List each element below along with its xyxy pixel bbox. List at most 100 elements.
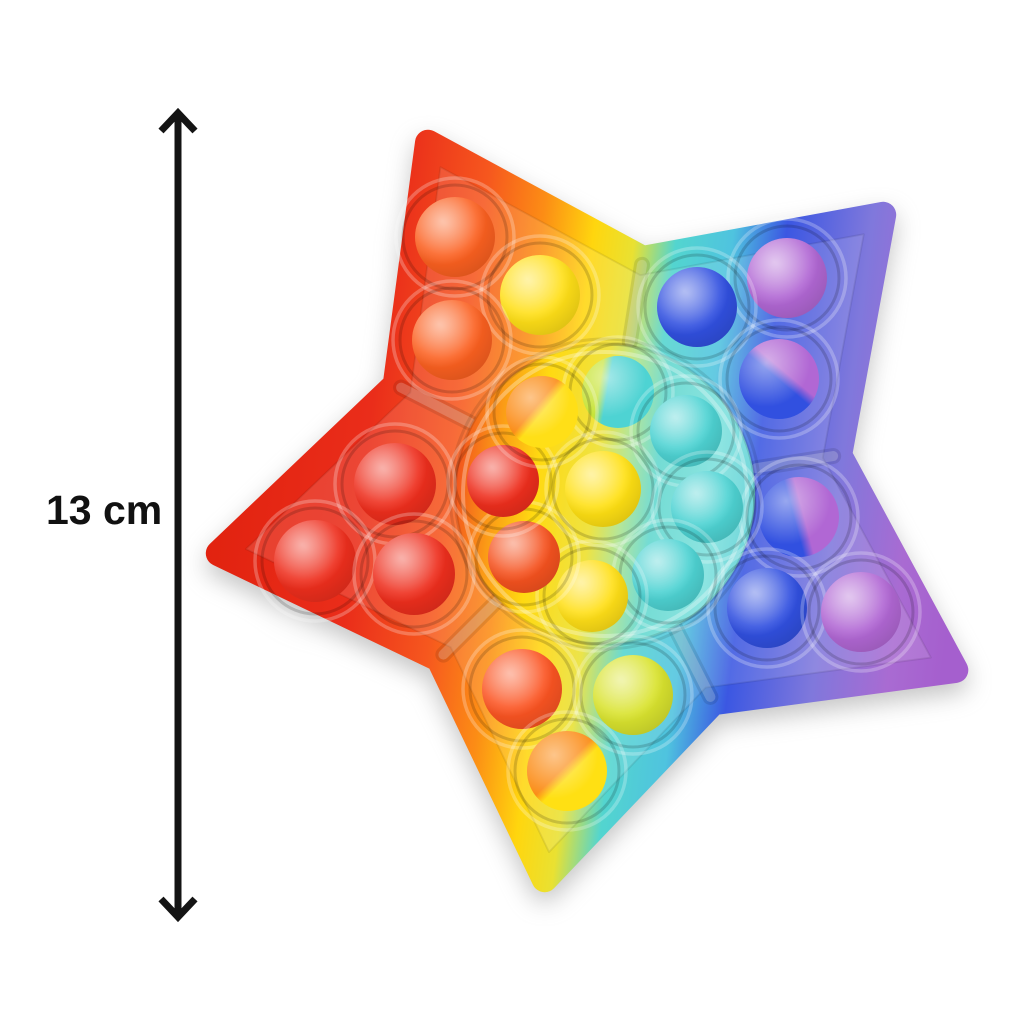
bubble-socket: [643, 253, 751, 361]
bubble-socket-ridge: [572, 634, 694, 756]
pop-bubble: [629, 374, 743, 488]
pop-bubble: [561, 335, 675, 449]
pop-bubble: [467, 500, 581, 614]
bubble-dome-highlight: [747, 238, 827, 318]
bubble-dome-highlight: [821, 572, 901, 652]
arrow-head-up: [158, 107, 198, 134]
bubble-socket: [492, 362, 592, 462]
bubble-socket: [468, 635, 576, 743]
bubble-socket: [745, 463, 853, 571]
bubble-dome-highlight: [739, 339, 819, 419]
bubble-socket: [657, 457, 757, 557]
pop-bubble: [706, 547, 828, 669]
bubble-socket: [542, 546, 642, 646]
bubble-socket-ridge: [461, 628, 583, 750]
pop-bubble: [544, 430, 662, 548]
measurement-arrow: [158, 107, 198, 923]
pop-bubble: [800, 551, 922, 673]
bubble-socket: [486, 241, 594, 349]
bubble-socket-ridge: [726, 217, 848, 339]
divider-ridge: [393, 379, 479, 431]
bubble-socket-ridge: [352, 512, 476, 636]
bubble-socket-ridge: [391, 279, 513, 401]
bubble-dome-highlight: [274, 520, 356, 602]
pop-bubble: [572, 634, 694, 756]
divider-ridge: [667, 619, 719, 705]
bubble-socket-ridge: [544, 430, 662, 548]
bubble-socket: [733, 224, 841, 332]
bubble-socket: [551, 437, 655, 541]
bubble-socket-ridge: [535, 539, 649, 653]
bubble-socket-ridge: [650, 450, 764, 564]
bubble-dome-highlight: [556, 560, 628, 632]
divider-ridge: [621, 256, 650, 350]
bubble-socket-ridge: [253, 499, 377, 623]
bubble-dome-highlight: [759, 477, 839, 557]
divider-ridge-highlight: [624, 259, 647, 347]
bubble-socket-ridge: [636, 246, 758, 368]
bubble-dome-highlight: [582, 356, 654, 428]
bubble-dome-highlight: [467, 445, 539, 517]
bubble-dome-highlight: [727, 568, 807, 648]
pop-bubble: [726, 217, 848, 339]
arrow-head-down: [158, 896, 198, 923]
hub-inner-ridge: [461, 350, 749, 638]
bubble-dome-highlight: [671, 471, 743, 543]
bubble-dome-highlight: [412, 300, 492, 380]
bubble-dome-highlight: [488, 521, 560, 593]
bubble-socket-ridge: [479, 234, 601, 356]
bubble-dome-highlight: [506, 376, 578, 448]
bubble-socket: [713, 554, 821, 662]
bubble-socket: [398, 286, 506, 394]
pop-bubble: [333, 422, 457, 546]
divider-ridge: [435, 591, 507, 663]
pop-bubble: [352, 512, 476, 636]
pop-bubble: [650, 450, 764, 564]
bubble-socket: [340, 429, 450, 539]
bubble-dome-highlight: [632, 539, 704, 611]
pop-bubble: [506, 710, 628, 832]
bubble-socket: [725, 325, 833, 433]
divider-ridge-highlight: [751, 451, 839, 474]
pop-bubble: [636, 246, 758, 368]
bubble-dome-highlight: [657, 267, 737, 347]
bubble-dome-highlight: [565, 451, 641, 527]
bubble-dome-highlight: [415, 197, 495, 277]
divider-ridge-highlight: [670, 622, 716, 702]
bubble-socket: [453, 431, 553, 531]
divider-ridge-highlight: [438, 594, 504, 660]
pop-bubble: [446, 424, 560, 538]
bubble-dome-highlight: [650, 395, 722, 467]
pop-it-toy: [205, 129, 969, 893]
pop-bubble: [253, 499, 377, 623]
bubble-socket-ridge: [485, 355, 599, 469]
bubble-socket-ridge: [718, 318, 840, 440]
hub-outer-ridge: [448, 337, 762, 651]
pop-bubble: [718, 318, 840, 440]
bubble-socket: [260, 506, 370, 616]
bubble-dome-highlight: [593, 655, 673, 735]
bubble-dome-highlight: [373, 533, 455, 615]
pop-bubble: [535, 539, 649, 653]
bubble-dome-highlight: [354, 443, 436, 525]
pop-bubble: [391, 279, 513, 401]
pop-bubble: [611, 518, 725, 632]
divider-ridge: [748, 448, 842, 477]
pop-bubble: [394, 176, 516, 298]
pop-bubble: [479, 234, 601, 356]
bubble-socket-ridge: [506, 710, 628, 832]
bubble-socket: [513, 717, 621, 825]
pop-bubble: [738, 456, 860, 578]
bubble-dome-highlight: [527, 731, 607, 811]
divider-ridge-highlight: [396, 382, 476, 428]
bubble-socket: [579, 641, 687, 749]
bubble-socket-ridge: [446, 424, 560, 538]
measurement-label: 13 cm: [46, 487, 163, 533]
bubble-socket-ridge: [394, 176, 516, 298]
bubble-socket: [807, 558, 915, 666]
pop-bubble: [461, 628, 583, 750]
bubble-dome-highlight: [482, 649, 562, 729]
bubble-socket: [401, 183, 509, 291]
